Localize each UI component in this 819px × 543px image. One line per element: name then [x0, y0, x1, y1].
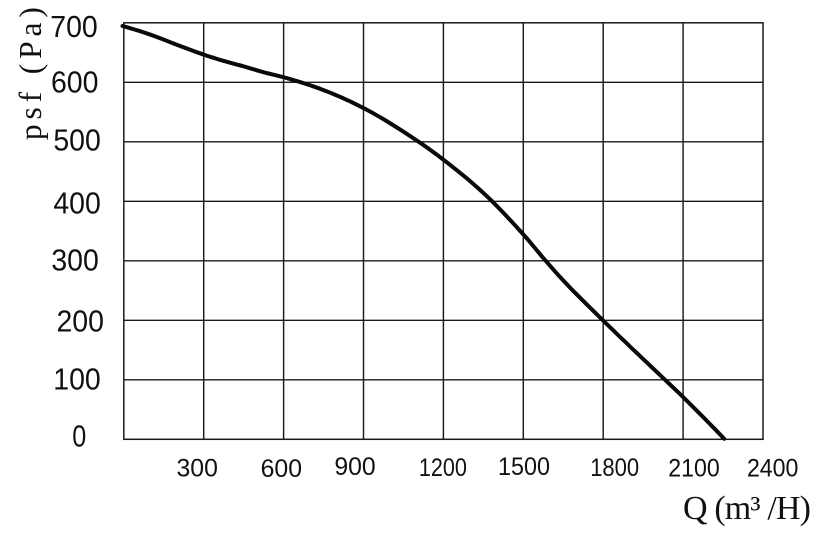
svg-text:500: 500: [53, 123, 101, 158]
svg-text:1200: 1200: [419, 455, 467, 482]
svg-text:1500: 1500: [498, 454, 550, 481]
svg-text:200: 200: [56, 304, 104, 339]
svg-text:600: 600: [261, 456, 302, 483]
svg-text:Q (m³ /H): Q (m³ /H): [683, 490, 811, 527]
svg-text:2100: 2100: [668, 456, 720, 483]
svg-text:100: 100: [53, 362, 101, 397]
svg-text:1800: 1800: [590, 455, 639, 482]
svg-text:300: 300: [51, 243, 99, 278]
svg-text:0: 0: [72, 419, 86, 454]
svg-text:600: 600: [51, 64, 99, 99]
svg-text:400: 400: [53, 186, 101, 221]
svg-text:700: 700: [50, 9, 98, 44]
svg-text:900: 900: [334, 454, 375, 481]
svg-text:psf (Pa): psf (Pa): [13, 7, 48, 140]
svg-text:300: 300: [177, 455, 218, 482]
svg-text:2400: 2400: [747, 456, 799, 483]
